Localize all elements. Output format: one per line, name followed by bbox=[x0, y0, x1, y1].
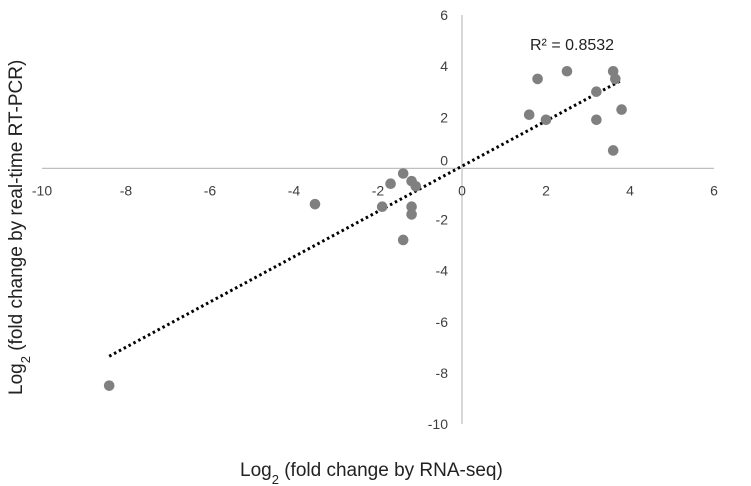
data-point bbox=[610, 73, 621, 85]
data-point bbox=[406, 209, 417, 220]
data-point bbox=[607, 145, 619, 156]
r-squared-label: R² = 0.8532 bbox=[530, 37, 614, 54]
data-points bbox=[103, 65, 627, 391]
data-point bbox=[410, 180, 422, 192]
data-point bbox=[385, 178, 396, 190]
data-point bbox=[540, 114, 552, 126]
x-axis-title: Log2 (fold change by RNA-seq) bbox=[240, 460, 503, 486]
x-tick-label: -2 bbox=[372, 182, 385, 198]
y-tick-label: -8 bbox=[436, 365, 449, 381]
data-point bbox=[523, 109, 535, 120]
y-axis-title-rest: (fold change by real-time RT-PCR) bbox=[6, 60, 27, 356]
data-point bbox=[591, 114, 602, 126]
y-tick-label: 0 bbox=[440, 152, 448, 168]
x-tick-label: -10 bbox=[32, 182, 52, 198]
x-tick-label: 6 bbox=[710, 182, 718, 198]
x-tick-label: 2 bbox=[542, 182, 550, 198]
y-tick-label: 6 bbox=[440, 7, 448, 23]
trendline bbox=[108, 78, 623, 358]
x-tick-label: 4 bbox=[626, 182, 634, 198]
y-tick-label: -10 bbox=[428, 416, 448, 432]
y-axis-title-main: Log bbox=[6, 363, 27, 395]
y-tick-label: 2 bbox=[440, 109, 448, 125]
y-tick-label: -4 bbox=[436, 263, 449, 279]
x-tick-label: -6 bbox=[204, 182, 217, 198]
data-point bbox=[376, 201, 388, 213]
data-point bbox=[591, 86, 602, 97]
x-axis-title-rest: (fold change by RNA-seq) bbox=[279, 460, 503, 481]
y-axis-title-subscript: 2 bbox=[18, 356, 33, 363]
axes bbox=[42, 15, 714, 424]
x-axis-title-main: Log bbox=[240, 460, 272, 481]
trendline-group bbox=[108, 78, 623, 358]
y-tick-labels: -10 -8 -6 -4 -2 0 2 4 6 bbox=[428, 7, 448, 432]
data-point bbox=[309, 198, 321, 210]
x-tick-label: -4 bbox=[288, 182, 301, 198]
x-tick-label: 0 bbox=[458, 182, 466, 198]
y-axis-title: Log2 (fold change by real-time RT-PCR) bbox=[6, 60, 33, 395]
data-point bbox=[616, 104, 627, 115]
data-point bbox=[561, 65, 573, 77]
y-tick-label: -2 bbox=[436, 212, 449, 228]
y-tick-label: -6 bbox=[436, 314, 449, 330]
x-tick-labels: -10 -8 -6 -4 -2 0 2 4 6 bbox=[32, 182, 718, 198]
data-point bbox=[532, 73, 543, 85]
data-point bbox=[406, 201, 417, 213]
data-point bbox=[397, 234, 409, 246]
y-tick-label: 4 bbox=[440, 58, 448, 74]
x-tick-label: -8 bbox=[120, 182, 133, 198]
data-point bbox=[397, 168, 409, 179]
data-point bbox=[103, 380, 115, 391]
x-axis-title-subscript: 2 bbox=[272, 472, 279, 486]
